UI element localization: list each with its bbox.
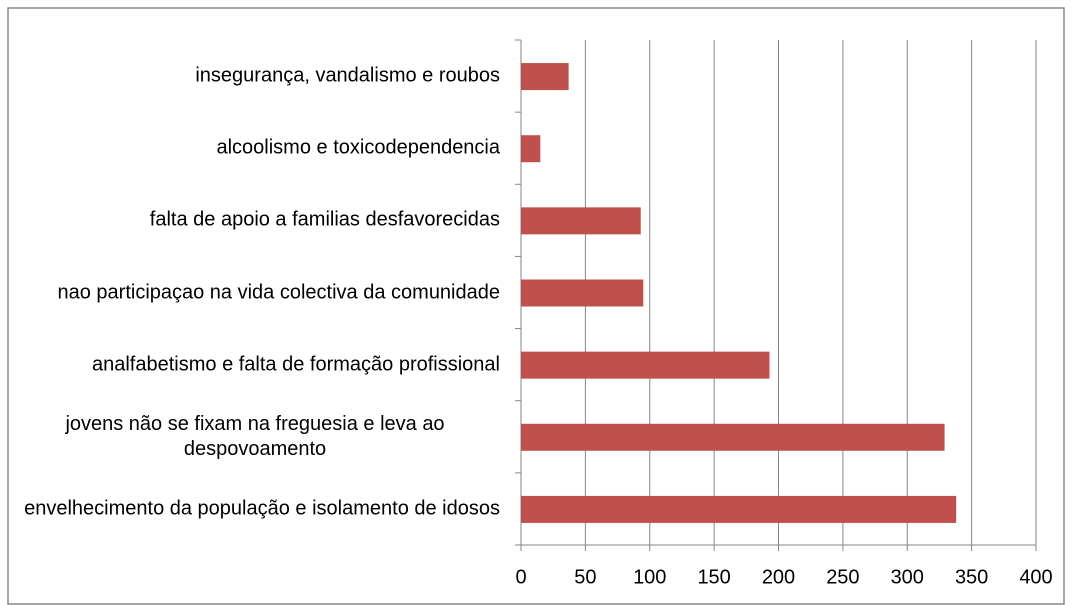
bar bbox=[521, 351, 770, 379]
x-tick-label: 400 bbox=[1019, 566, 1052, 588]
y-tick-label: nao participaçao na vida colectiva da co… bbox=[57, 281, 500, 303]
y-tick-label: jovens não se fixam na freguesia e leva … bbox=[65, 412, 445, 460]
y-tick-label: alcoolismo e toxicodependencia bbox=[216, 136, 500, 159]
bar bbox=[521, 63, 569, 91]
y-tick-label: analfabetismo e falta de formação profis… bbox=[91, 353, 500, 376]
y-tick-label: falta de apoio a familias desfavorecidas bbox=[149, 208, 500, 231]
y-tick-label: insegurança, vandalismo e roubos bbox=[195, 64, 500, 87]
category-label-box: envelhecimento da população e isolamento… bbox=[0, 496, 500, 521]
bar bbox=[521, 423, 945, 451]
category-label-box: alcoolismo e toxicodependencia bbox=[0, 136, 500, 161]
category-label-box: jovens não se fixam na freguesia e leva … bbox=[0, 412, 500, 462]
x-tick-label: 250 bbox=[826, 566, 859, 588]
x-tick-label: 350 bbox=[955, 566, 988, 588]
x-tick-label: 0 bbox=[515, 566, 526, 588]
bar bbox=[521, 279, 644, 307]
x-tick-label: 50 bbox=[574, 566, 596, 588]
frame bbox=[7, 7, 1065, 605]
x-tick-label: 150 bbox=[697, 566, 730, 588]
bar bbox=[521, 135, 541, 163]
category-label-box: nao participaçao na vida colectiva da co… bbox=[0, 280, 500, 305]
bar bbox=[521, 207, 641, 235]
category-label-box: falta de apoio a familias desfavorecidas bbox=[0, 208, 500, 233]
x-tick-label: 100 bbox=[633, 566, 666, 588]
category-label-box: analfabetismo e falta de formação profis… bbox=[0, 352, 500, 377]
x-tick-label: 300 bbox=[891, 566, 924, 588]
x-tick-label: 200 bbox=[762, 566, 795, 588]
bar bbox=[521, 495, 957, 523]
y-tick-label: envelhecimento da população e isolamento… bbox=[24, 497, 500, 520]
category-label-box: insegurança, vandalismo e roubos bbox=[0, 64, 500, 89]
